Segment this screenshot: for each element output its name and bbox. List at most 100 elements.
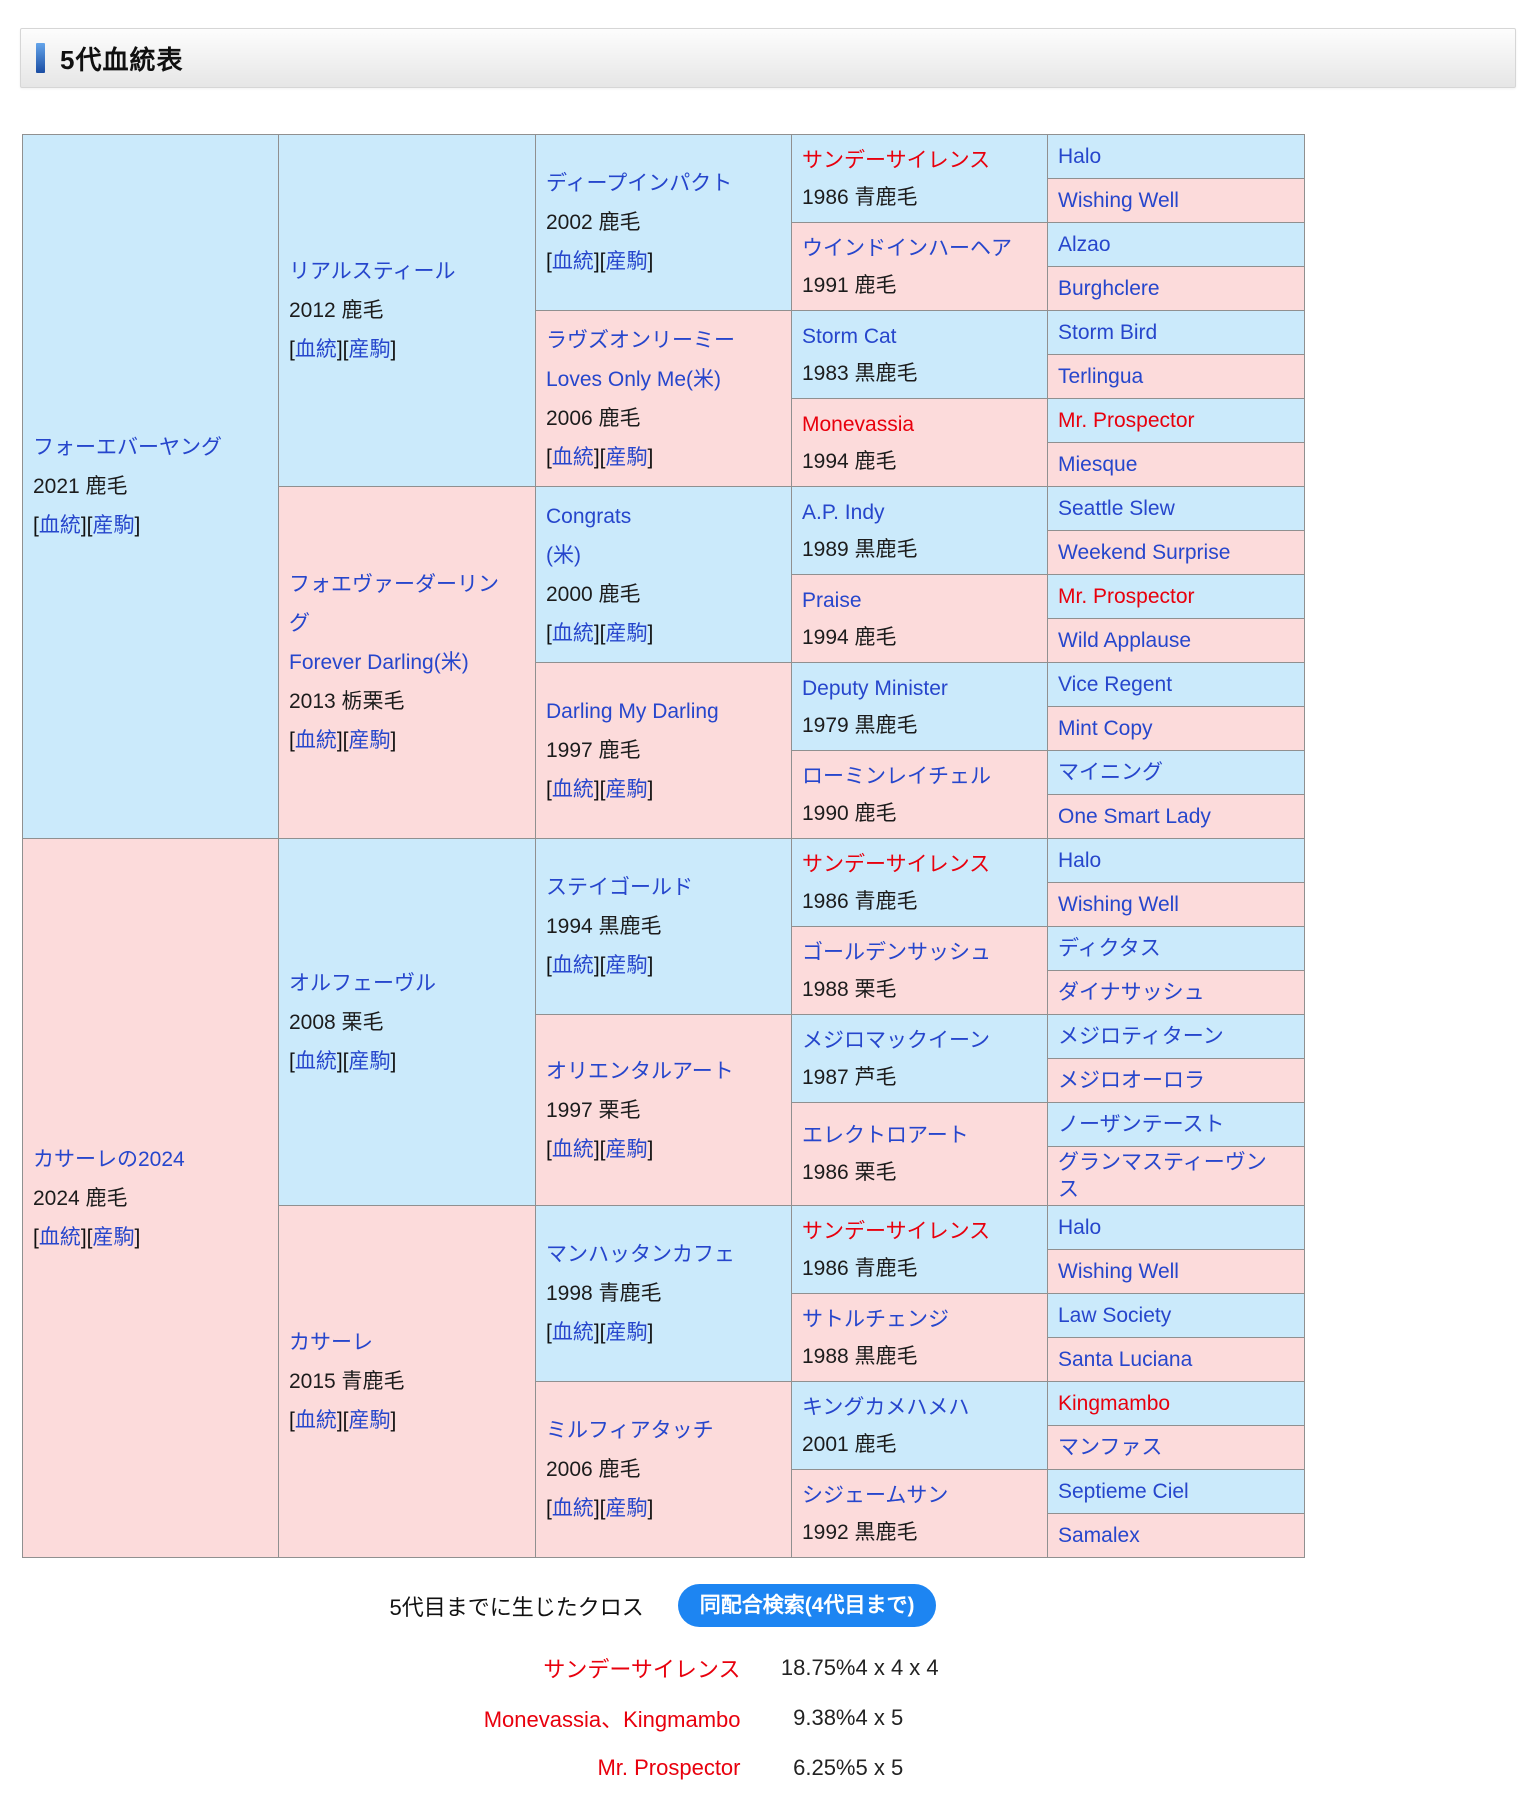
horse-name-link[interactable]: Halo xyxy=(1058,849,1102,872)
horse-name-link[interactable]: Miesque xyxy=(1058,453,1138,476)
offspring-link[interactable]: 産駒 xyxy=(605,445,648,469)
horse-name-link[interactable]: カサーレの2024 xyxy=(33,1147,185,1171)
horse-name-link[interactable]: ステイゴールド xyxy=(546,876,693,899)
horse-name-link[interactable]: カサーレ xyxy=(289,1331,373,1354)
horse-name-link[interactable]: ノーザンテースト xyxy=(1058,1113,1225,1136)
pedigree-link[interactable]: 血統 xyxy=(38,514,81,537)
horse-name-link[interactable]: Mr. Prospector xyxy=(1058,585,1195,608)
horse-name-link[interactable]: サンデーサイレンス xyxy=(802,148,991,172)
horse-name-link[interactable]: Storm Bird xyxy=(1058,321,1158,344)
horse-name-link[interactable]: ディープインパクト xyxy=(546,172,733,195)
horse-name-link[interactable]: Wishing Well xyxy=(1058,1260,1179,1283)
horse-name-link[interactable]: Alzao xyxy=(1058,233,1111,256)
horse-name-link[interactable]: ラヴズオンリーミー xyxy=(546,328,735,352)
offspring-link[interactable]: 産駒 xyxy=(348,1049,391,1073)
horse-name-link[interactable]: Mr. Prospector xyxy=(1058,409,1195,432)
horse-name-link[interactable]: リアルスティール xyxy=(289,260,456,283)
horse-name-link[interactable]: (米) xyxy=(546,543,581,567)
horse-name-link[interactable]: シジェームサン xyxy=(802,1483,949,1507)
horse-name-link[interactable]: Samalex xyxy=(1058,1524,1140,1547)
cross-table: サンデーサイレンス 18.75% 4 x 4 x 4 Monevassia、Ki… xyxy=(311,1643,1016,1793)
pedigree-link[interactable]: 血統 xyxy=(294,338,337,361)
horse-name-link[interactable]: Deputy Minister xyxy=(802,676,948,700)
horse-name-link[interactable]: サトルチェンジ xyxy=(802,1307,949,1331)
horse-name-link[interactable]: ウインドインハーヘア xyxy=(802,236,1012,260)
horse-name-link[interactable]: マンファス xyxy=(1058,1436,1163,1459)
horse-name-link[interactable]: メジロティターン xyxy=(1058,1025,1224,1048)
offspring-link[interactable]: 産駒 xyxy=(348,338,391,361)
horse-name-link[interactable]: ディクタス xyxy=(1058,937,1161,960)
horse-name-link[interactable]: マンハッタンカフェ xyxy=(546,1243,735,1266)
horse-name-link[interactable]: メジロオーロラ xyxy=(1058,1069,1205,1092)
horse-name-link[interactable]: Law Society xyxy=(1058,1304,1172,1327)
horse-name-link[interactable]: Vice Regent xyxy=(1058,673,1173,696)
offspring-link[interactable]: 産駒 xyxy=(348,1409,391,1432)
pedigree-link[interactable]: 血統 xyxy=(38,1225,81,1249)
bracket: ][ xyxy=(336,338,349,361)
horse-name-link[interactable]: Wild Applause xyxy=(1058,629,1192,652)
offspring-link[interactable]: 産駒 xyxy=(605,778,648,801)
horse-name-link[interactable]: Weekend Surprise xyxy=(1058,541,1231,564)
horse-name-link[interactable]: One Smart Lady xyxy=(1058,805,1211,828)
horse-name-link[interactable]: ミルフィアタッチ xyxy=(546,1419,714,1442)
horse-name-link[interactable]: Praise xyxy=(802,588,862,612)
horse-name-link[interactable]: Septieme Ciel xyxy=(1058,1480,1189,1503)
pedigree-link[interactable]: 血統 xyxy=(294,1049,337,1073)
horse-name-link[interactable]: フォエヴァーダーリング xyxy=(289,573,499,635)
horse-name-link[interactable]: キングカメハメハ xyxy=(802,1395,970,1419)
pedigree-link[interactable]: 血統 xyxy=(551,778,594,801)
pedigree-link[interactable]: 血統 xyxy=(551,621,594,645)
bracket: [ xyxy=(33,1225,39,1249)
horse-name-link[interactable]: サンデーサイレンス xyxy=(802,1219,991,1243)
horse-name-link[interactable]: オリエンタルアート xyxy=(546,1059,734,1083)
horse-name-link[interactable]: A.P. Indy xyxy=(802,500,885,524)
horse-name-link[interactable]: Wishing Well xyxy=(1058,893,1179,916)
pedigree-link[interactable]: 血統 xyxy=(294,729,337,752)
horse-name-link[interactable]: Halo xyxy=(1058,145,1102,168)
horse-name-link[interactable]: エレクトロアート xyxy=(802,1124,969,1147)
horse-name-link[interactable]: Darling My Darling xyxy=(546,700,719,723)
horse-year-coat: 1986 青鹿毛 xyxy=(802,1256,918,1280)
offspring-link[interactable]: 産駒 xyxy=(92,514,135,537)
offspring-link[interactable]: 産駒 xyxy=(605,1137,648,1161)
horse-name-link[interactable]: Loves Only Me(米) xyxy=(546,367,722,391)
horse-name-link[interactable]: Seattle Slew xyxy=(1058,497,1175,520)
horse-name-link[interactable]: フォーエバーヤング xyxy=(33,436,222,459)
same-mating-search-button[interactable]: 同配合検索(4代目まで) xyxy=(677,1584,937,1627)
horse-name-link[interactable]: Terlingua xyxy=(1058,365,1144,388)
horse-name-link[interactable]: ローミンレイチェル xyxy=(802,764,991,788)
horse-name-link[interactable]: グランマスティーヴンス xyxy=(1058,1151,1267,1201)
horse-name-link[interactable]: ダイナサッシュ xyxy=(1058,981,1205,1004)
horse-name-link[interactable]: Kingmambo xyxy=(1058,1392,1171,1415)
offspring-link[interactable]: 産駒 xyxy=(92,1225,135,1249)
pedigree-link[interactable]: 血統 xyxy=(294,1409,337,1432)
pedigree-link[interactable]: 血統 xyxy=(551,1497,594,1520)
offspring-link[interactable]: 産駒 xyxy=(348,729,391,752)
horse-name-link[interactable]: Storm Cat xyxy=(802,324,897,348)
horse-name-link[interactable]: Congrats xyxy=(546,504,632,528)
offspring-link[interactable]: 産駒 xyxy=(605,250,648,273)
horse-name-link[interactable]: マイニング xyxy=(1058,761,1163,784)
horse-name-link[interactable]: Santa Luciana xyxy=(1058,1348,1193,1371)
horse-name-link[interactable]: Monevassia xyxy=(802,412,915,436)
offspring-link[interactable]: 産駒 xyxy=(605,1497,648,1520)
horse-name-link[interactable]: Forever Darling(米) xyxy=(289,651,469,674)
pedigree-link[interactable]: 血統 xyxy=(551,445,594,469)
horse-name-link[interactable]: Mint Copy xyxy=(1058,717,1153,740)
offspring-link[interactable]: 産駒 xyxy=(605,621,648,645)
pedigree-link[interactable]: 血統 xyxy=(551,954,594,977)
pedigree-link[interactable]: 血統 xyxy=(551,1137,594,1161)
horse-name-link[interactable]: ゴールデンサッシュ xyxy=(802,940,991,964)
pedigree-link[interactable]: 血統 xyxy=(551,250,594,273)
horse-name-link[interactable]: サンデーサイレンス xyxy=(802,852,991,876)
horse-name-link[interactable]: メジロマックイーン xyxy=(802,1028,990,1052)
horse-name-link[interactable]: Wishing Well xyxy=(1058,189,1179,212)
horse-name-link[interactable]: Halo xyxy=(1058,1216,1102,1239)
offspring-link[interactable]: 産駒 xyxy=(605,954,648,977)
horse-name-link[interactable]: オルフェーヴル xyxy=(289,971,436,995)
offspring-link[interactable]: 産駒 xyxy=(605,1321,648,1344)
horse-name-link[interactable]: Burghclere xyxy=(1058,277,1160,300)
bracket: [ xyxy=(546,954,552,977)
pedigree-link[interactable]: 血統 xyxy=(551,1321,594,1344)
bracket: ] xyxy=(390,338,397,361)
